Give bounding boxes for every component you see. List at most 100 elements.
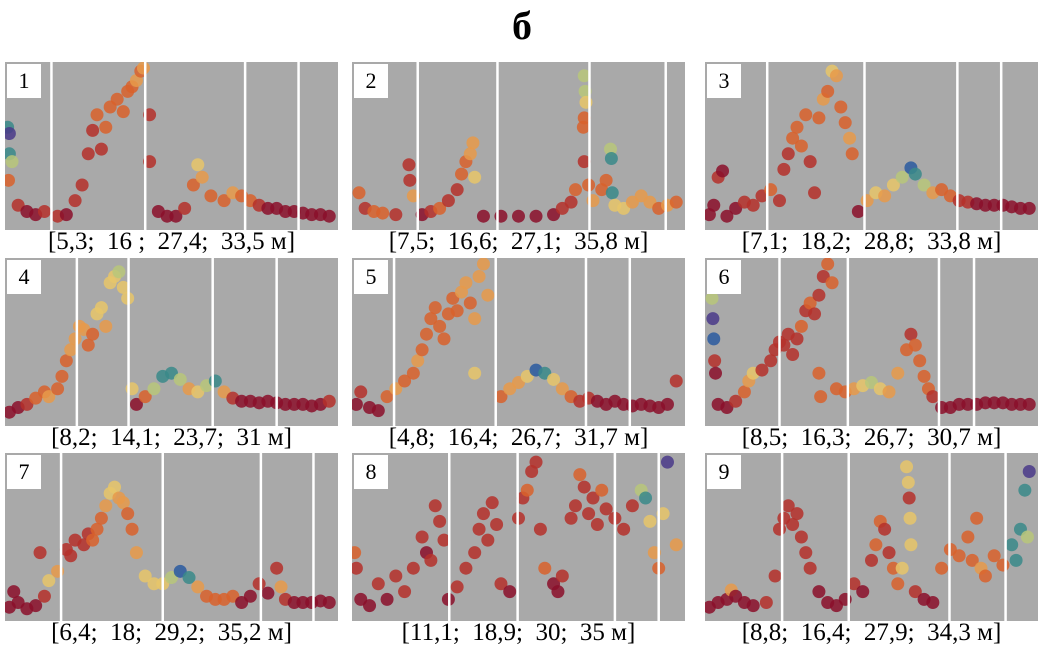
data-point bbox=[625, 499, 639, 513]
data-point bbox=[821, 84, 835, 98]
panel-boundaries-label: [4,8; 16,4; 26,7; 31,7 м] bbox=[388, 424, 649, 451]
data-point bbox=[433, 514, 447, 528]
data-point bbox=[322, 596, 336, 610]
data-point bbox=[825, 276, 839, 290]
figure-title: б bbox=[512, 3, 532, 48]
data-point bbox=[94, 301, 108, 315]
data-point bbox=[121, 507, 135, 521]
data-point bbox=[794, 319, 808, 333]
data-point bbox=[768, 569, 782, 583]
data-point bbox=[37, 589, 51, 603]
data-point bbox=[533, 522, 547, 536]
data-point bbox=[402, 158, 416, 172]
data-point bbox=[759, 596, 773, 610]
panel-number: 9 bbox=[707, 455, 741, 489]
data-point bbox=[424, 553, 438, 567]
data-point bbox=[586, 491, 600, 505]
data-point bbox=[352, 397, 363, 411]
data-point bbox=[799, 108, 813, 122]
data-point bbox=[5, 127, 16, 141]
data-point bbox=[891, 366, 905, 380]
data-point bbox=[786, 518, 800, 532]
data-point bbox=[191, 158, 205, 172]
data-point bbox=[472, 269, 486, 283]
data-point bbox=[204, 189, 218, 203]
data-point bbox=[195, 170, 209, 184]
data-point bbox=[274, 580, 288, 594]
panel-number: 8 bbox=[354, 455, 388, 489]
panel-number: 6 bbox=[707, 260, 741, 294]
data-point bbox=[94, 511, 108, 525]
data-point bbox=[90, 108, 104, 122]
data-point bbox=[125, 522, 139, 536]
data-point bbox=[138, 390, 152, 404]
data-point bbox=[476, 258, 490, 271]
data-point bbox=[895, 561, 909, 575]
data-point bbox=[708, 354, 722, 368]
data-point bbox=[707, 332, 721, 346]
data-point bbox=[599, 173, 613, 187]
data-point bbox=[882, 385, 896, 399]
data-point bbox=[433, 201, 447, 215]
data-point bbox=[86, 533, 100, 547]
data-point bbox=[720, 209, 734, 223]
data-point bbox=[617, 522, 631, 536]
data-point bbox=[886, 178, 900, 192]
data-point bbox=[639, 491, 653, 505]
data-point bbox=[812, 111, 826, 125]
data-point bbox=[764, 354, 778, 368]
data-point bbox=[99, 499, 113, 513]
data-point bbox=[68, 194, 82, 208]
data-point bbox=[466, 136, 480, 150]
data-point bbox=[463, 296, 477, 310]
data-point bbox=[37, 205, 51, 219]
data-point bbox=[380, 592, 394, 606]
data-point bbox=[568, 499, 582, 513]
panel-boundaries-label: [8,8; 16,4; 27,9; 34,3 м] bbox=[741, 619, 1002, 646]
data-point bbox=[706, 312, 720, 326]
data-point bbox=[94, 142, 108, 156]
data-point bbox=[1022, 201, 1036, 215]
data-point bbox=[33, 546, 47, 560]
data-point bbox=[437, 332, 451, 346]
data-point bbox=[81, 147, 95, 161]
data-point bbox=[573, 468, 587, 482]
data-point bbox=[803, 296, 817, 310]
panel-boundaries-label: [8,2; 14,1; 23,7; 31 м] bbox=[51, 424, 292, 451]
data-point bbox=[147, 382, 161, 396]
data-point bbox=[64, 343, 78, 357]
panel-plot bbox=[705, 258, 1036, 426]
data-point bbox=[406, 366, 420, 380]
data-point bbox=[1018, 483, 1032, 497]
data-point bbox=[406, 561, 420, 575]
data-point bbox=[490, 518, 504, 532]
data-point bbox=[709, 366, 723, 380]
panel-plot bbox=[705, 453, 1036, 621]
scatter-panel: 4 bbox=[5, 258, 338, 426]
data-point bbox=[186, 178, 200, 192]
data-point bbox=[908, 585, 922, 599]
data-point bbox=[746, 198, 760, 212]
data-point bbox=[371, 404, 385, 418]
data-point bbox=[86, 123, 100, 137]
data-point bbox=[856, 585, 870, 599]
data-point bbox=[468, 546, 482, 560]
scatter-panel: 2 bbox=[352, 62, 685, 230]
data-point bbox=[781, 499, 795, 513]
data-point bbox=[476, 507, 490, 521]
data-point bbox=[5, 155, 19, 169]
data-point bbox=[468, 366, 482, 380]
data-point bbox=[208, 374, 222, 388]
data-point bbox=[450, 580, 464, 594]
data-point bbox=[116, 105, 130, 119]
data-point bbox=[904, 327, 918, 341]
data-point bbox=[389, 208, 403, 222]
data-point bbox=[577, 155, 591, 169]
data-point bbox=[803, 561, 817, 575]
data-point bbox=[459, 561, 473, 575]
data-point bbox=[173, 372, 187, 386]
data-point bbox=[808, 186, 822, 200]
data-point bbox=[869, 538, 883, 552]
panel-number: 5 bbox=[354, 260, 388, 294]
panel-boundaries-label: [7,1; 18,2; 28,8; 33,8 м] bbox=[741, 228, 1002, 255]
